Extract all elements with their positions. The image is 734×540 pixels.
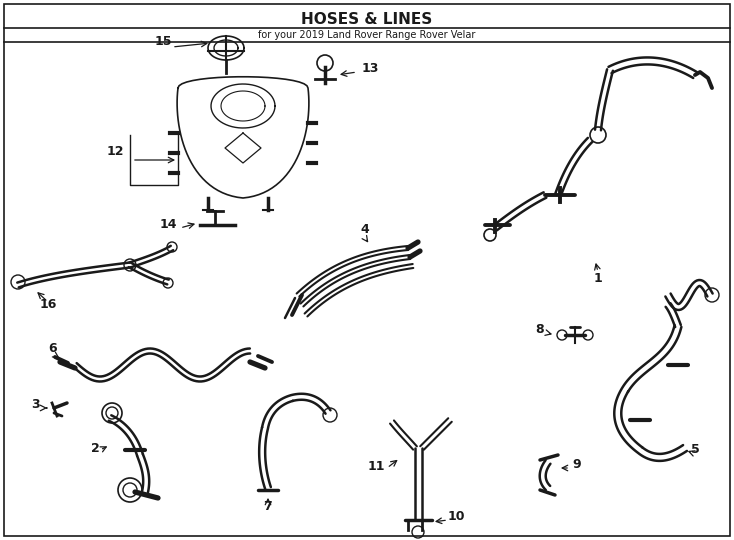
Text: 7: 7	[264, 500, 272, 513]
Text: 9: 9	[572, 458, 581, 471]
Text: 4: 4	[360, 223, 369, 236]
Text: 11: 11	[368, 460, 385, 473]
Text: HOSES & LINES: HOSES & LINES	[302, 11, 432, 26]
Text: 12: 12	[106, 145, 124, 158]
Text: 10: 10	[448, 510, 465, 523]
Text: 2: 2	[90, 442, 99, 455]
Text: 14: 14	[159, 218, 177, 231]
Text: 3: 3	[31, 398, 40, 411]
Text: 6: 6	[48, 342, 57, 355]
Text: for your 2019 Land Rover Range Rover Velar: for your 2019 Land Rover Range Rover Vel…	[258, 30, 476, 40]
Text: 15: 15	[154, 35, 172, 48]
Text: 13: 13	[361, 62, 379, 75]
Text: 1: 1	[594, 272, 603, 285]
Text: 8: 8	[536, 323, 545, 336]
Text: 16: 16	[40, 298, 57, 311]
Text: 5: 5	[691, 443, 700, 456]
